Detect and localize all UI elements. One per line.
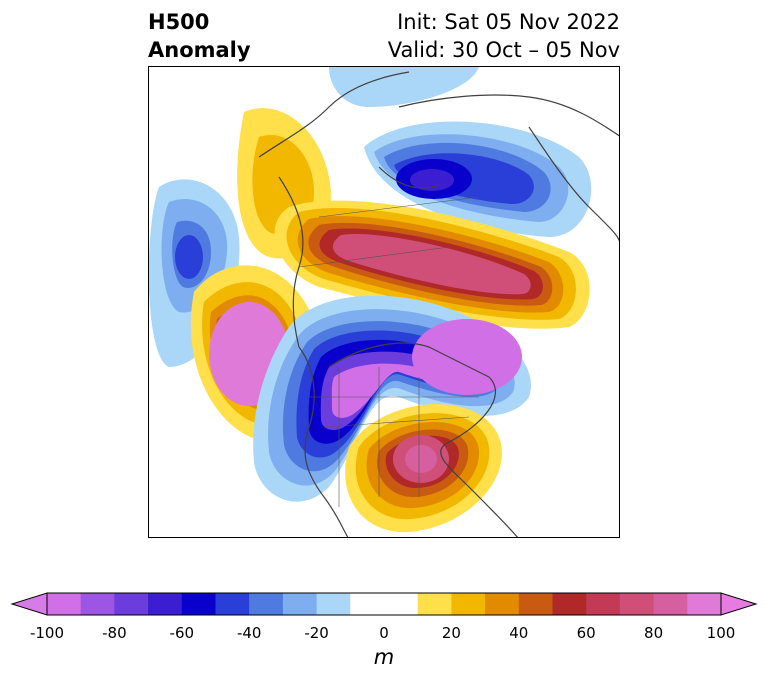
colorbar-bin bbox=[552, 593, 587, 615]
colorbar-bin bbox=[181, 593, 216, 615]
colorbar-tick-label: 80 bbox=[644, 624, 664, 642]
colorbar-tick-label: 40 bbox=[509, 624, 529, 642]
anomaly-map-svg bbox=[149, 67, 619, 537]
colorbar-tick-label: 60 bbox=[576, 624, 596, 642]
colorbar-bin bbox=[451, 593, 486, 615]
colorbar-tick-label: 0 bbox=[379, 624, 389, 642]
title-field: H500 bbox=[148, 10, 210, 34]
colorbar-bin bbox=[316, 593, 351, 615]
map-subtitle: Init: Sat 05 Nov 2022 Valid: 30 Oct – 05… bbox=[388, 8, 620, 64]
colorbar-tick-label: -60 bbox=[169, 624, 195, 642]
colorbar-bin bbox=[148, 593, 183, 615]
colorbar-bin bbox=[485, 593, 520, 615]
colorbar-bin bbox=[586, 593, 621, 615]
valid-period: Valid: 30 Oct – 05 Nov bbox=[387, 38, 620, 62]
colorbar-min-extend bbox=[10, 592, 48, 616]
colorbar-bin bbox=[215, 593, 250, 615]
colorbar-bin bbox=[417, 593, 452, 615]
colorbar-tick-label: -40 bbox=[236, 624, 262, 642]
colorbar-bin bbox=[80, 593, 115, 615]
colorbar-bin bbox=[653, 593, 688, 615]
colorbar-tick-label: 100 bbox=[706, 624, 736, 642]
colorbar-bin bbox=[687, 593, 722, 615]
colorbar-bin bbox=[249, 593, 284, 615]
borders bbox=[298, 196, 480, 507]
anomaly-hudson-bay-negative bbox=[364, 121, 592, 237]
colorbar-unit-label: m bbox=[373, 645, 395, 669]
init-time: Init: Sat 05 Nov 2022 bbox=[397, 10, 620, 34]
anomaly-arctic-blue bbox=[329, 67, 479, 107]
colorbar-tick-label: -100 bbox=[29, 624, 65, 642]
colorbar-bin bbox=[518, 593, 553, 615]
colorbar-bin bbox=[114, 593, 149, 615]
colorbar-bin bbox=[282, 593, 318, 615]
colorbar-bin bbox=[619, 593, 655, 615]
anomaly-western-us-negative bbox=[253, 295, 531, 502]
colorbar-bin bbox=[350, 593, 419, 615]
colorbar-tick-label: -20 bbox=[304, 624, 329, 642]
colorbar-tick-label: -80 bbox=[102, 624, 127, 642]
anomaly-eastern-us-positive bbox=[345, 404, 502, 533]
colorbar-max-extend bbox=[720, 592, 758, 616]
colorbar-bin bbox=[47, 593, 82, 615]
map-title: H500 Anomaly bbox=[148, 8, 251, 64]
colorbar-border bbox=[46, 592, 722, 616]
colorbar bbox=[10, 592, 758, 616]
title-type: Anomaly bbox=[148, 38, 251, 62]
colorbar-tick-label: 20 bbox=[441, 624, 461, 642]
anomaly-map bbox=[148, 66, 620, 538]
anomaly-canada-positive-band bbox=[274, 200, 590, 329]
